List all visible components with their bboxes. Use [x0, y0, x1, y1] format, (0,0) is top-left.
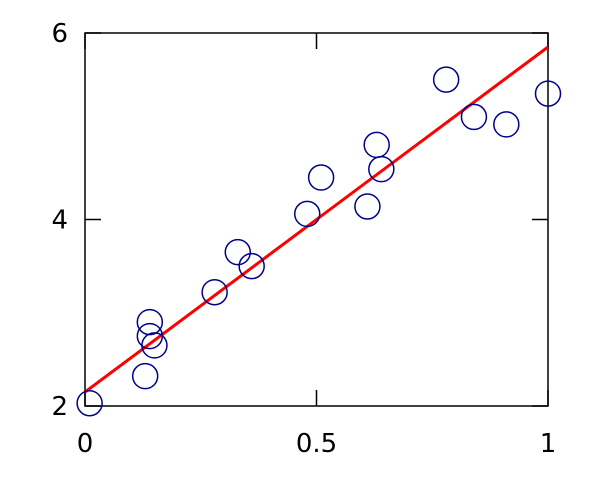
axis-ticks	[84, 32, 549, 407]
data-point	[307, 164, 335, 191]
data-point	[368, 155, 395, 183]
data-point	[354, 193, 381, 220]
data-point	[432, 66, 460, 93]
data-point	[224, 238, 252, 266]
y-tick-label: 6	[51, 19, 68, 49]
data-point	[534, 80, 562, 107]
y-tick-label: 2	[51, 392, 68, 422]
x-tick-label: 0	[77, 429, 94, 459]
x-tick-label: 0.5	[296, 429, 337, 459]
fit-lines	[84, 45, 549, 394]
regression-line	[84, 45, 549, 394]
x-tick-label: 1	[540, 429, 557, 459]
axis-tick-labels: 0 0.5 1 2 4 6	[51, 19, 556, 459]
data-point	[131, 362, 159, 390]
data-point	[76, 389, 103, 417]
data-point	[293, 200, 321, 228]
data-point	[201, 278, 228, 306]
data-point	[238, 252, 265, 280]
data-point	[460, 103, 488, 131]
data-point	[363, 131, 390, 159]
data-point	[493, 111, 520, 138]
data-points	[76, 66, 562, 417]
y-tick-label: 4	[51, 206, 68, 236]
data-point	[141, 332, 168, 359]
data-point	[136, 308, 164, 336]
